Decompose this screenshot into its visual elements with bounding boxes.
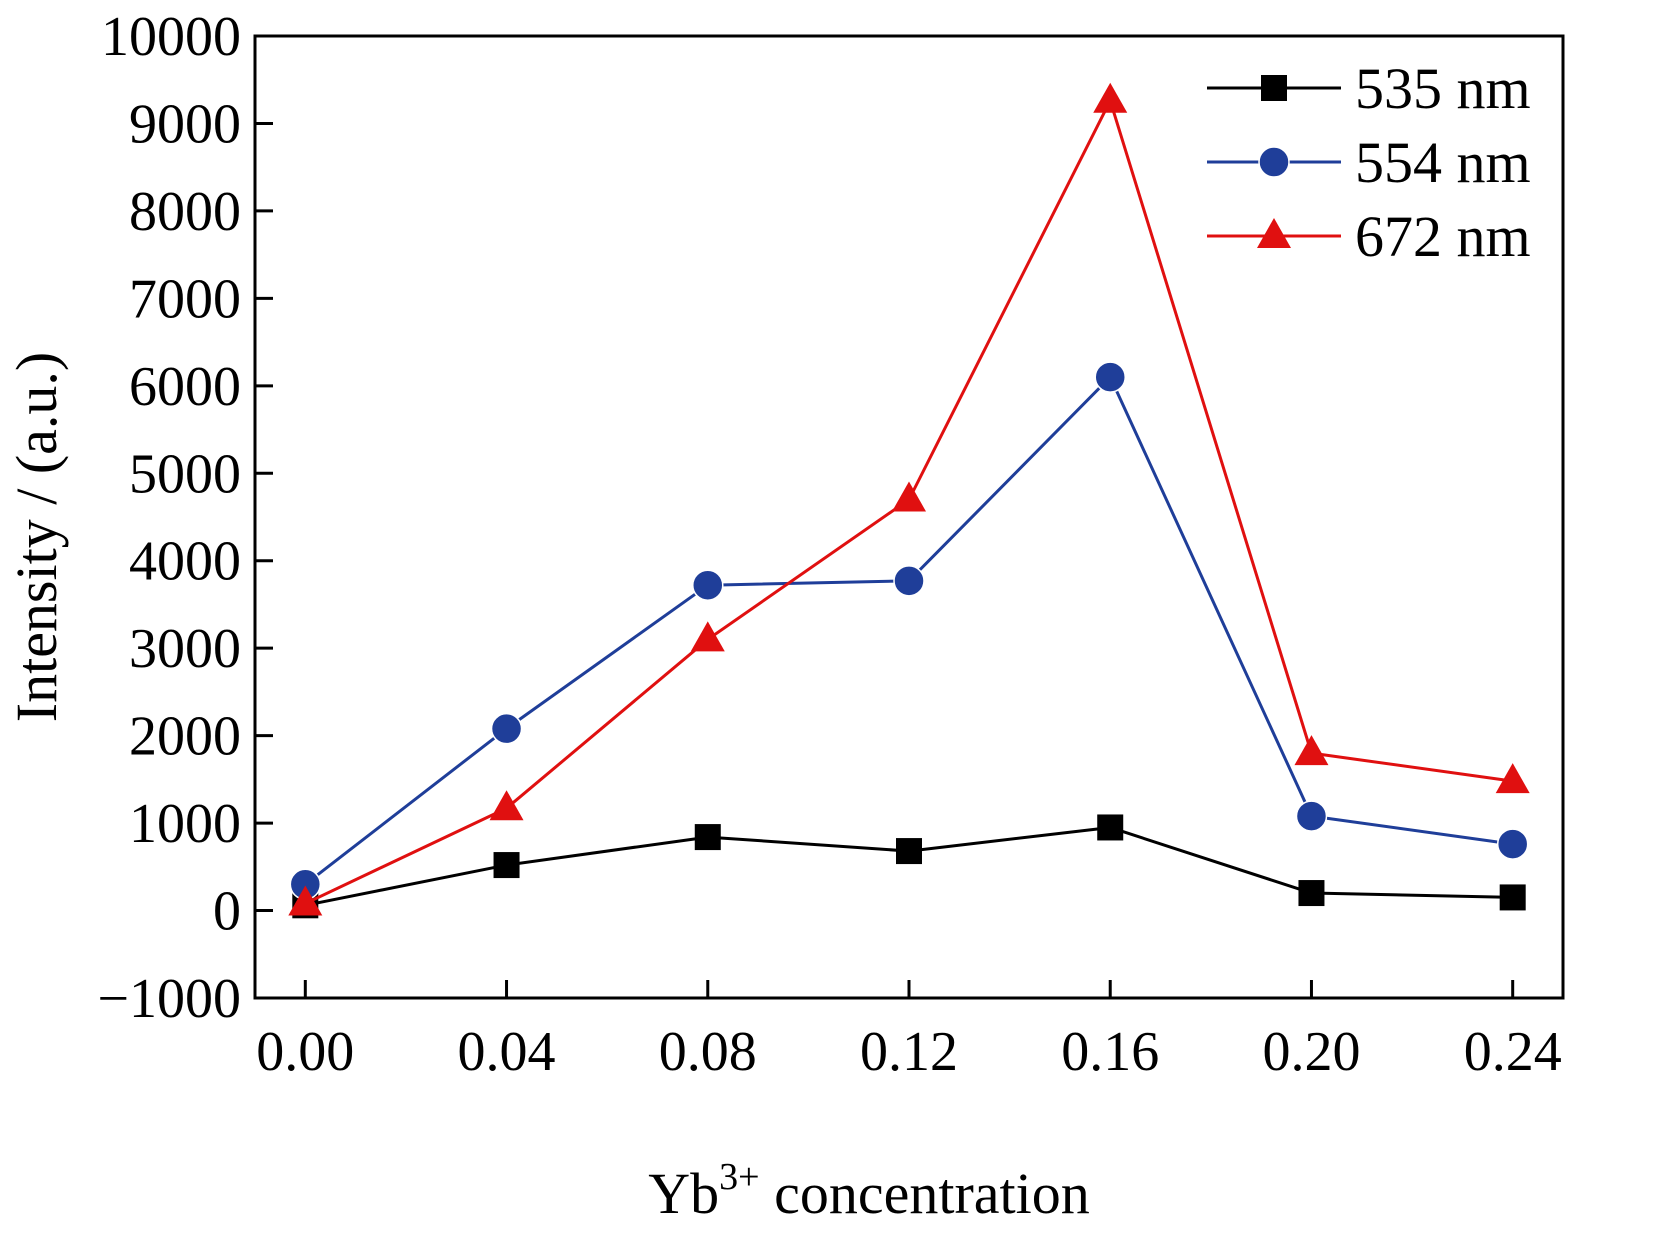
y-axis-title: Intensity / (a.u.)	[4, 352, 69, 722]
x-axis-title: Yb3+ concentration	[648, 1156, 1089, 1226]
data-point	[490, 712, 523, 745]
legend-item: 672 nm	[1207, 204, 1531, 269]
data-point	[892, 481, 926, 512]
legend-marker	[1261, 75, 1287, 101]
data-point	[1295, 800, 1328, 832]
legend-label: 535 nm	[1355, 56, 1531, 121]
series-line	[304, 375, 1513, 886]
legend-label: 554 nm	[1355, 130, 1531, 195]
data-point	[1499, 884, 1526, 911]
y-tick-label: 6000	[129, 356, 241, 418]
y-tick-label: −1000	[97, 968, 241, 1030]
y-tick-label: 5000	[129, 443, 241, 505]
y-tick-label: 1000	[129, 793, 241, 855]
legend-marker	[1257, 218, 1291, 248]
x-tick-label: 0.00	[256, 1021, 354, 1083]
x-tick-label: 0.12	[860, 1021, 958, 1083]
y-tick-label: 9000	[129, 93, 241, 155]
data-point	[893, 565, 925, 597]
plot-area	[288, 82, 1530, 919]
x-tick-label: 0.08	[659, 1021, 757, 1083]
data-point	[1093, 82, 1128, 113]
x-axis-title-main: Yb	[648, 1161, 719, 1226]
x-axis-title-superscript: 3+	[719, 1156, 759, 1198]
x-tick-label: 0.16	[1061, 1021, 1159, 1083]
axes: −1000 0 1000 2000 3000 4000 5000 6000 7000 8000 90…	[97, 6, 1561, 1083]
data-point	[288, 885, 323, 916]
data-point	[694, 824, 721, 851]
data-point	[493, 852, 520, 879]
legend-marker	[1258, 146, 1290, 178]
data-point	[1094, 361, 1126, 393]
data-point	[896, 838, 922, 865]
series-535-nm	[292, 814, 1526, 919]
x-axis-title-rest: concentration	[760, 1161, 1090, 1226]
data-point	[1298, 880, 1325, 907]
data-point	[1097, 814, 1124, 841]
series-554-nm	[289, 361, 1529, 901]
data-point	[1294, 735, 1329, 766]
y-tick-label: 4000	[129, 531, 241, 593]
legend-label: 672 nm	[1355, 204, 1531, 269]
y-tick-label: 3000	[129, 618, 241, 680]
data-point	[1495, 763, 1530, 794]
x-tick-label: 0.04	[458, 1021, 556, 1083]
x-tick-label: 0.24	[1464, 1021, 1562, 1083]
data-point	[1496, 828, 1529, 860]
data-point	[692, 569, 724, 601]
data-point	[489, 790, 524, 821]
x-tick-label: 0.20	[1262, 1021, 1360, 1083]
y-tick-label: 0	[213, 881, 241, 943]
y-tick-label: 7000	[129, 268, 241, 330]
y-tick-label: 8000	[129, 181, 241, 243]
legend: 535 nm 554 nm 672 nm	[1207, 56, 1531, 269]
series-672-nm	[288, 82, 1530, 916]
legend-item: 535 nm	[1207, 56, 1531, 121]
legend-item: 554 nm	[1207, 130, 1531, 195]
y-tick-label: 2000	[129, 706, 241, 768]
y-tick-label: 10000	[101, 6, 241, 68]
data-point	[690, 621, 725, 652]
